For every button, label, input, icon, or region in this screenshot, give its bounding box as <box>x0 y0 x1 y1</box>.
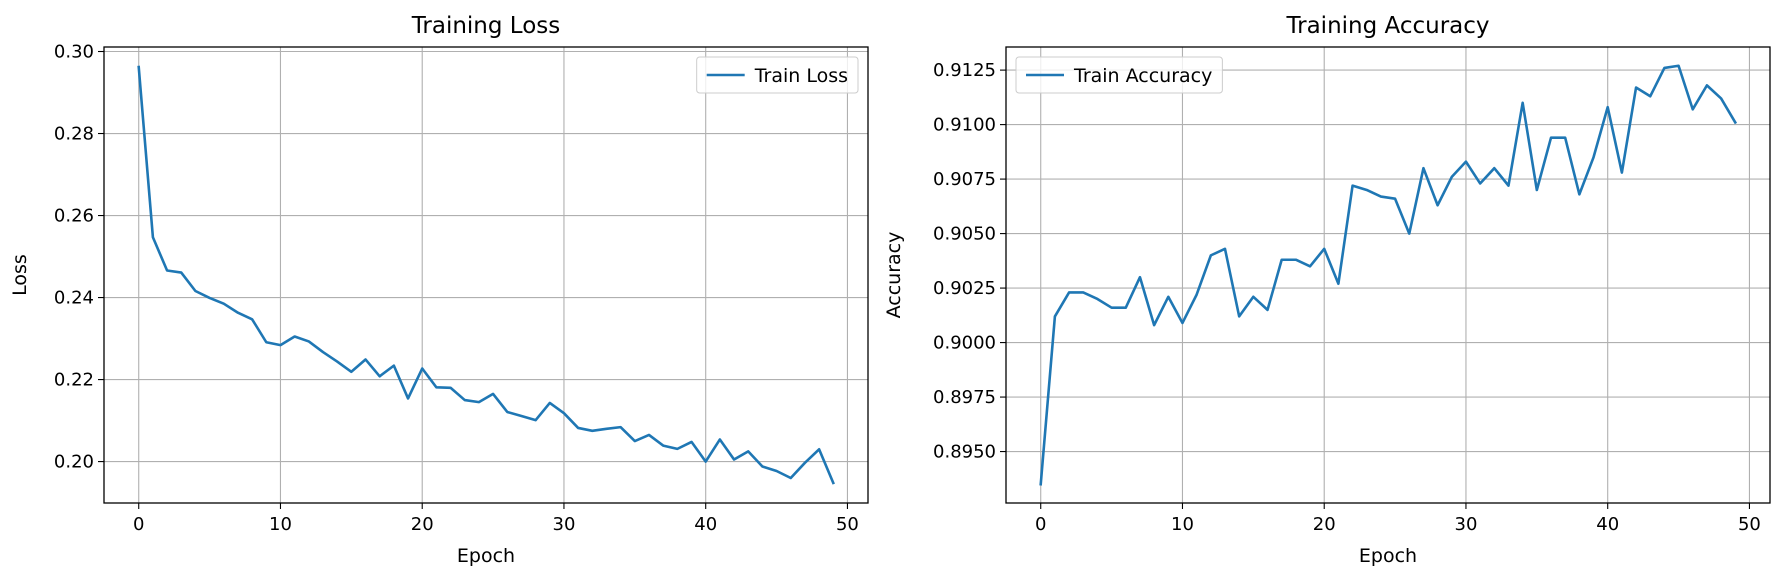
accuracy-plot-frame <box>1005 46 1771 504</box>
accuracy-x-axis-label: Epoch <box>1359 545 1417 567</box>
accuracy-x-tick-label: 30 <box>1455 514 1478 535</box>
loss-chart-panel: 0 10 20 30 40 50 0.20 0.22 0.24 0.26 0.28 0.30 Trai… <box>9 13 869 567</box>
accuracy-chart-panel: 0 10 20 30 40 50 0.8950 0.8975 0.9000 0.9025 0.905… <box>883 13 1771 567</box>
accuracy-series-group <box>1039 64 1738 486</box>
accuracy-y-tick-label: 0.9000 <box>933 333 996 354</box>
accuracy-y-tick-label: 0.9100 <box>933 115 996 136</box>
loss-x-tick-label: 0 <box>133 514 144 535</box>
loss-y-tick-label: 0.22 <box>54 370 94 391</box>
loss-legend: Train Loss <box>696 56 859 94</box>
loss-chart-title: Training Loss <box>411 13 561 39</box>
accuracy-y-tick-label: 0.9075 <box>933 169 996 190</box>
accuracy-x-tick-label: 20 <box>1313 514 1336 535</box>
loss-x-tick-label: 10 <box>269 514 292 535</box>
accuracy-y-tick-label: 0.8975 <box>933 387 996 408</box>
accuracy-y-tick-label: 0.9025 <box>933 278 996 299</box>
accuracy-x-tick-label: 50 <box>1738 514 1761 535</box>
accuracy-series-line <box>1039 64 1738 486</box>
loss-y-tick-label: 0.26 <box>54 206 94 227</box>
loss-series-line <box>137 65 835 485</box>
accuracy-legend: Train Accuracy <box>1015 56 1223 94</box>
loss-x-tick-label: 30 <box>553 514 576 535</box>
loss-ticks: 0 10 20 30 40 50 0.20 0.22 0.24 0.26 0.28 0.30 <box>54 42 859 535</box>
accuracy-legend-box <box>1015 56 1223 94</box>
accuracy-y-tick-label: 0.9125 <box>933 60 996 81</box>
accuracy-x-tick-label: 40 <box>1596 514 1619 535</box>
loss-x-tick-label: 50 <box>836 514 859 535</box>
loss-series-group <box>137 65 835 485</box>
loss-y-axis-label: Loss <box>9 254 31 296</box>
accuracy-ticks: 0 10 20 30 40 50 0.8950 0.8975 0.9000 0.9025 0.905… <box>933 60 1761 535</box>
loss-y-tick-label: 0.28 <box>54 124 94 145</box>
accuracy-x-tick-label: 10 <box>1171 514 1194 535</box>
loss-grid <box>104 47 868 503</box>
loss-legend-label: Train Loss <box>754 65 848 87</box>
accuracy-chart-title: Training Accuracy <box>1285 13 1489 39</box>
loss-y-tick-label: 0.24 <box>54 288 94 309</box>
loss-y-tick-label: 0.30 <box>54 42 94 63</box>
accuracy-y-tick-label: 0.8950 <box>933 442 996 463</box>
accuracy-x-tick-label: 0 <box>1035 514 1046 535</box>
accuracy-legend-label: Train Accuracy <box>1073 65 1212 87</box>
loss-y-tick-label: 0.20 <box>54 452 94 473</box>
loss-x-tick-label: 40 <box>694 514 717 535</box>
accuracy-y-tick-label: 0.9050 <box>933 224 996 245</box>
accuracy-grid <box>1006 47 1770 503</box>
loss-legend-box <box>696 56 859 94</box>
accuracy-y-axis-label: Accuracy <box>883 232 905 319</box>
loss-x-tick-label: 20 <box>411 514 434 535</box>
loss-plot-frame <box>103 46 869 504</box>
loss-x-axis-label: Epoch <box>457 545 515 567</box>
